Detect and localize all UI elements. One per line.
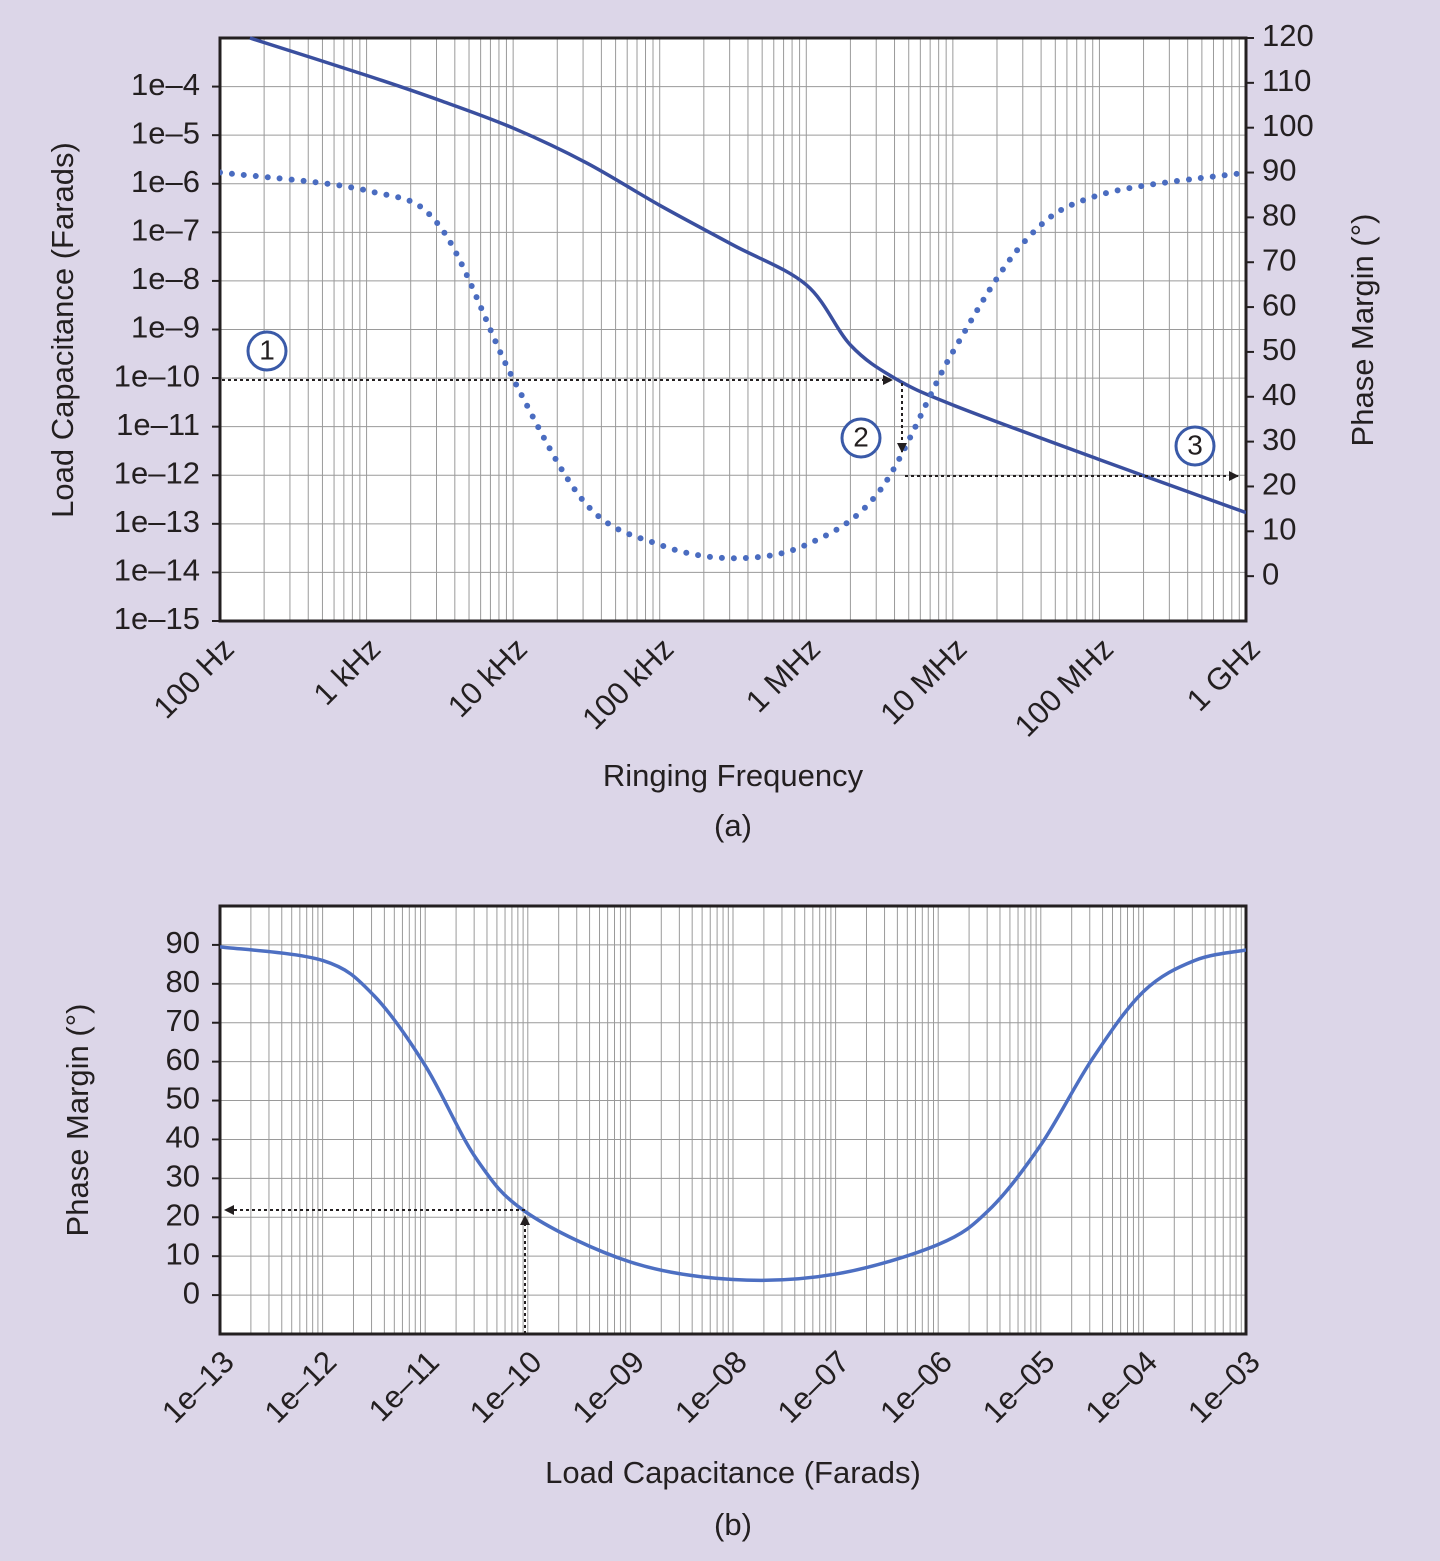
annotation-circle <box>840 417 882 459</box>
y2-tick-label: 90 <box>1262 153 1296 188</box>
data-line <box>220 169 1246 562</box>
y-tick-label: 60 <box>166 1042 200 1077</box>
y2-axis-title: Phase Margin (°) <box>1345 214 1380 447</box>
y-tick-label: 1e–14 <box>114 553 200 588</box>
y2-tick-label: 80 <box>1262 198 1296 233</box>
caption: (b) <box>714 1507 752 1542</box>
y-tick-label: 40 <box>166 1120 200 1155</box>
y2-tick-label: 110 <box>1262 63 1311 98</box>
y2-tick-label: 0 <box>1262 556 1279 591</box>
y2-tick-label: 50 <box>1262 332 1296 367</box>
y-tick-label: 50 <box>166 1081 200 1116</box>
y-axis-title: Phase Margin (°) <box>60 1004 95 1237</box>
y-tick-label: 1e–12 <box>114 455 200 490</box>
y-tick-label: 0 <box>183 1275 200 1310</box>
y-tick-label: 80 <box>166 964 200 999</box>
y2-tick-label: 20 <box>1262 467 1296 502</box>
y-tick-label: 1e–4 <box>131 67 200 102</box>
x-axis-title: Load Capacitance (Farads) <box>545 1455 921 1490</box>
y-tick-label: 20 <box>166 1197 200 1232</box>
y-tick-label: 30 <box>166 1159 200 1194</box>
y-tick-label: 1e–5 <box>131 115 200 150</box>
y-tick-label: 1e–9 <box>131 310 200 345</box>
y-tick-label: 10 <box>166 1236 200 1271</box>
y2-tick-label: 30 <box>1262 422 1296 457</box>
y-tick-label: 1e–10 <box>114 358 200 393</box>
plot-frame <box>218 36 1248 623</box>
y-tick-label: 70 <box>166 1003 200 1038</box>
y-axis-title: Load Capacitance (Farads) <box>45 142 80 518</box>
y-tick-label: 90 <box>166 925 200 960</box>
y-tick-label: 1e–15 <box>114 601 200 636</box>
y2-tick-label: 10 <box>1262 511 1296 546</box>
y2-tick-label: 60 <box>1262 287 1296 322</box>
y-tick-label: 1e–8 <box>131 261 200 296</box>
y-tick-label: 1e–11 <box>116 407 200 442</box>
x-axis-title: Ringing Frequency <box>603 758 864 793</box>
annotation: 2 <box>853 421 869 452</box>
annotation: 3 <box>1187 429 1203 460</box>
data-line <box>220 945 1246 1283</box>
y-tick-label: 1e–6 <box>131 164 200 199</box>
y2-tick-label: 70 <box>1262 242 1296 277</box>
annotation-circle <box>246 330 288 372</box>
annotation-circle <box>1174 425 1216 467</box>
y2-tick-label: 120 <box>1262 18 1314 53</box>
annotation: 1 <box>259 334 275 365</box>
y2-tick-label: 40 <box>1262 377 1296 412</box>
caption: (a) <box>714 808 752 843</box>
plot-frame <box>218 904 1248 1336</box>
y-tick-label: 1e–7 <box>131 213 200 248</box>
data-line <box>249 36 1246 515</box>
y2-tick-label: 100 <box>1262 108 1314 143</box>
y-tick-label: 1e–13 <box>114 504 200 539</box>
